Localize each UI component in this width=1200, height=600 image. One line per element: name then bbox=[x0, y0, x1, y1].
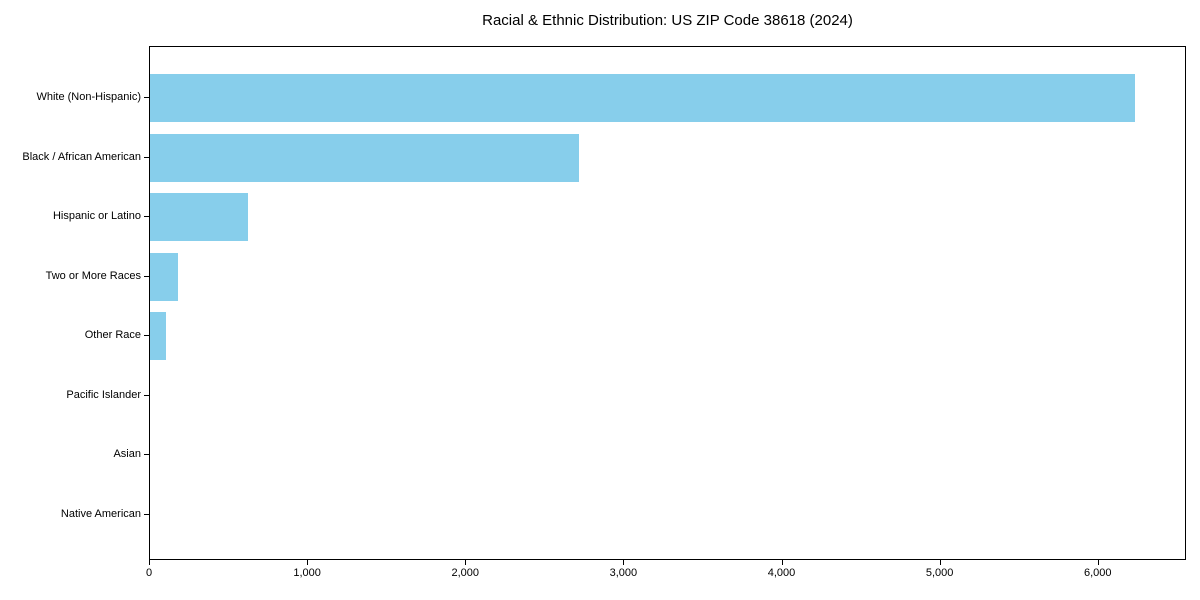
x-tick-label: 1,000 bbox=[293, 567, 321, 579]
x-tick-mark bbox=[781, 560, 783, 565]
x-tick-mark bbox=[307, 560, 309, 565]
y-tick-mark bbox=[144, 454, 149, 455]
bar bbox=[150, 133, 580, 182]
chart-title: Racial & Ethnic Distribution: US ZIP Cod… bbox=[482, 12, 853, 29]
x-tick-label: 0 bbox=[145, 567, 153, 579]
y-tick-label: White (Non-Hispanic) bbox=[36, 91, 141, 103]
plot-area bbox=[149, 46, 1186, 560]
y-tick-mark bbox=[144, 275, 149, 277]
x-tick-label: 4,000 bbox=[767, 567, 796, 579]
x-tick-mark bbox=[1097, 560, 1099, 565]
y-tick-mark bbox=[144, 97, 149, 98]
y-tick-label: Pacific Islander bbox=[66, 388, 141, 401]
x-tick-mark bbox=[149, 560, 150, 565]
x-tick-label: 3,000 bbox=[609, 567, 638, 579]
y-tick-mark bbox=[144, 216, 149, 217]
bar bbox=[150, 74, 1135, 122]
x-tick-label: 5,000 bbox=[925, 567, 954, 579]
y-tick-mark bbox=[144, 513, 149, 515]
y-tick-mark bbox=[144, 394, 149, 396]
x-tick-label: 6,000 bbox=[1083, 567, 1112, 579]
y-tick-label: Asian bbox=[113, 448, 141, 460]
bar bbox=[150, 193, 248, 241]
y-tick-label: Black / African American bbox=[22, 150, 141, 163]
y-tick-label: Hispanic or Latino bbox=[52, 210, 141, 222]
y-tick-label: Two or More Races bbox=[45, 269, 141, 282]
y-tick-label: Native American bbox=[60, 507, 141, 520]
bar bbox=[150, 312, 166, 360]
x-tick-mark bbox=[465, 560, 467, 565]
x-tick-label: 2,000 bbox=[451, 567, 480, 579]
y-tick-mark bbox=[144, 335, 149, 336]
y-tick-label: Other Race bbox=[84, 329, 141, 341]
y-tick-mark bbox=[144, 156, 149, 158]
x-tick-mark bbox=[939, 560, 941, 565]
x-tick-mark bbox=[623, 560, 625, 565]
bar bbox=[150, 252, 179, 301]
